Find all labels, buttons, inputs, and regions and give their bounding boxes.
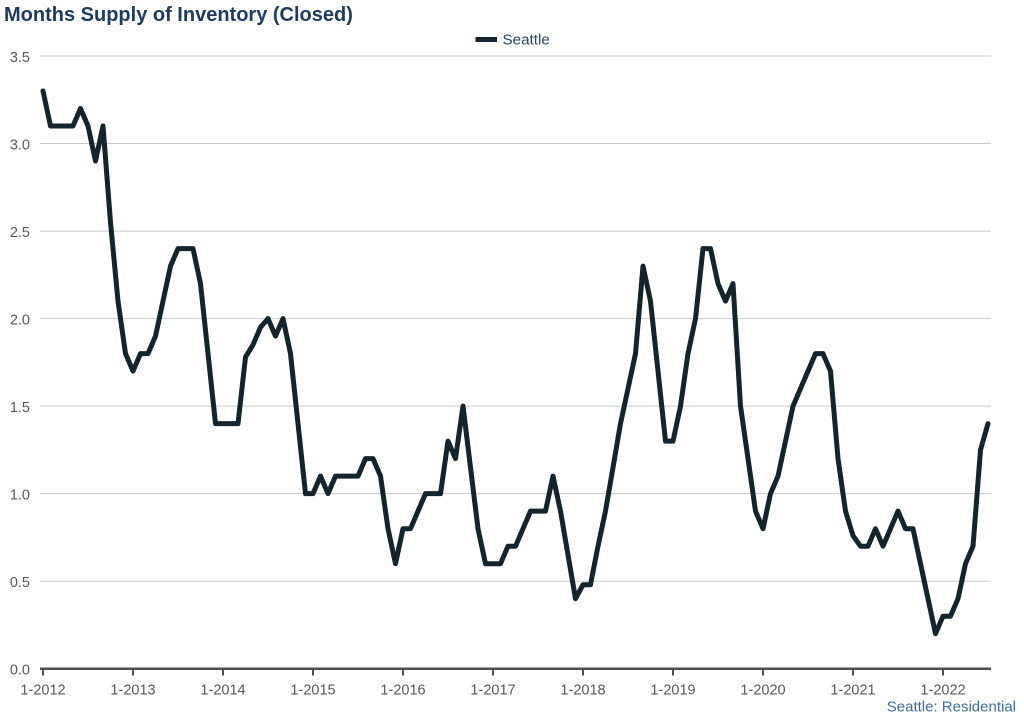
svg-text:1-2016: 1-2016 [380, 683, 425, 699]
svg-text:1.5: 1.5 [10, 400, 30, 416]
svg-text:3.5: 3.5 [10, 50, 30, 66]
svg-text:2.5: 2.5 [10, 225, 30, 241]
svg-text:1-2021: 1-2021 [830, 683, 875, 699]
svg-text:1-2018: 1-2018 [560, 683, 605, 699]
svg-text:1-2022: 1-2022 [920, 683, 965, 699]
svg-text:Seattle: Residential: Seattle: Residential [887, 699, 1016, 716]
svg-text:1-2013: 1-2013 [110, 683, 155, 699]
svg-text:1-2012: 1-2012 [20, 683, 65, 699]
svg-text:1-2017: 1-2017 [470, 683, 515, 699]
svg-text:1-2019: 1-2019 [650, 683, 695, 699]
svg-text:1-2014: 1-2014 [200, 683, 245, 699]
svg-text:Seattle: Seattle [503, 32, 550, 49]
svg-text:0.5: 0.5 [10, 575, 30, 591]
svg-text:0.0: 0.0 [10, 663, 30, 679]
svg-text:1-2015: 1-2015 [290, 683, 335, 699]
svg-text:3.0: 3.0 [10, 137, 30, 153]
svg-text:Months Supply of Inventory (Cl: Months Supply of Inventory (Closed) [4, 4, 353, 26]
svg-text:1-2020: 1-2020 [740, 683, 785, 699]
svg-text:1.0: 1.0 [10, 487, 30, 503]
svg-text:2.0: 2.0 [10, 312, 30, 328]
